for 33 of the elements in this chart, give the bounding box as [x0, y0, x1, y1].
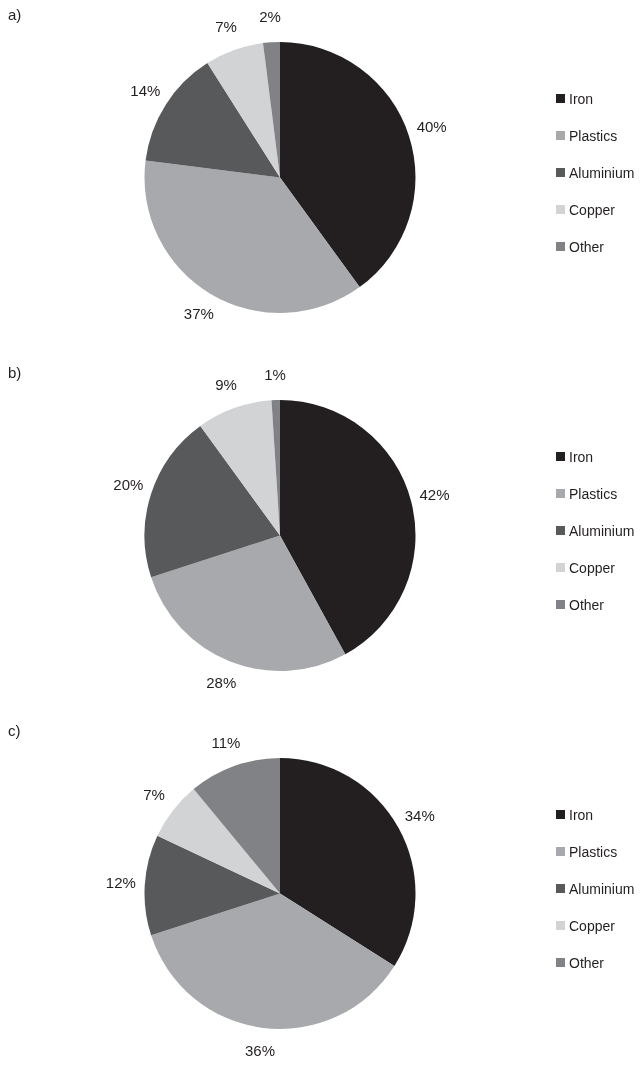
chart-title: a)	[8, 6, 22, 23]
legend-label: Aluminium	[569, 164, 635, 181]
data-label: 2%	[259, 8, 281, 26]
legend-label: Plastics	[569, 485, 618, 502]
data-label: 7%	[143, 785, 165, 803]
data-label: 1%	[264, 366, 286, 384]
data-label: 7%	[215, 17, 237, 35]
chart-title: b)	[8, 364, 22, 381]
legend-label: Other	[569, 238, 605, 255]
legend-label: Plastics	[569, 127, 618, 144]
data-label: 34%	[404, 806, 435, 824]
data-label: 20%	[113, 476, 144, 494]
chart-title: c)	[8, 722, 21, 739]
legend-label: Iron	[569, 90, 594, 107]
data-label: 28%	[206, 673, 237, 691]
data-label: 11%	[211, 733, 241, 751]
legend-label: Other	[569, 596, 605, 613]
legend-label: Copper	[569, 917, 615, 934]
data-label: 36%	[244, 1041, 276, 1059]
legend-label: Iron	[569, 448, 594, 465]
legend-label: Aluminium	[569, 522, 635, 539]
data-label: 12%	[105, 873, 136, 891]
legend-label: Copper	[569, 201, 615, 218]
legend-label: Copper	[569, 559, 615, 576]
data-label: 9%	[215, 375, 237, 393]
legend-label: Iron	[569, 806, 594, 823]
legend-label: Other	[569, 954, 605, 971]
data-label: 40%	[416, 118, 447, 136]
legend-label: Aluminium	[569, 880, 635, 897]
data-label: 14%	[130, 82, 161, 100]
data-label: 42%	[419, 485, 450, 503]
data-label: 37%	[183, 304, 214, 322]
legend-label: Plastics	[569, 843, 618, 860]
